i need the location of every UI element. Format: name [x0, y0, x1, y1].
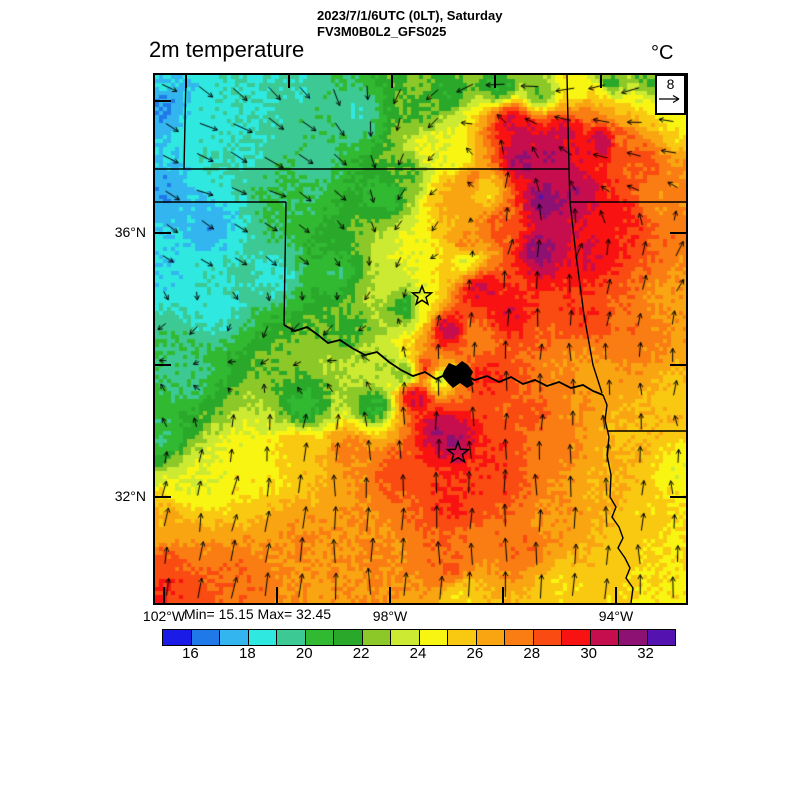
colorbar-segment — [533, 630, 562, 645]
colorbar-segment — [619, 630, 648, 645]
model-title: FV3M0B0L2_GFS025 — [317, 24, 447, 39]
colorbar-segment — [220, 630, 249, 645]
colorbar-segment — [163, 630, 192, 645]
colorbar-segment — [448, 630, 477, 645]
lat-axis-label: 36°N — [114, 224, 146, 240]
state-border-line — [283, 201, 287, 326]
state-border-line — [602, 394, 612, 498]
colorbar-segment — [277, 630, 306, 645]
reference-vector-box: 8 — [655, 74, 686, 115]
colorbar-segment — [305, 630, 334, 645]
map-overlay — [155, 75, 686, 603]
colorbar-segment — [505, 630, 534, 645]
lon-axis-label: 94°W — [598, 608, 634, 624]
colorbar-segment — [562, 630, 591, 645]
colorbar-segment — [476, 630, 505, 645]
colorbar-segment — [362, 630, 391, 645]
colorbar-segment — [590, 630, 619, 645]
state-border-line — [568, 168, 571, 203]
colorbar-segment — [391, 630, 420, 645]
min-max-stats: Min= 15.15 Max= 32.45 — [184, 606, 332, 622]
lat-axis-label: 32°N — [114, 488, 146, 504]
colorbar-tick-label: 20 — [295, 645, 313, 662]
lon-axis-label: 102°W — [142, 608, 186, 624]
colorbar-tick-label: 30 — [580, 645, 597, 662]
city-star-marker — [445, 439, 471, 464]
temperature-field-canvas — [155, 75, 686, 603]
plot-title: 2m temperature — [149, 37, 305, 62]
colorbar-tick-label: 22 — [352, 645, 370, 662]
state-border-line — [183, 75, 187, 170]
colorbar-tick-label: 26 — [466, 645, 484, 662]
colorbar-tick-label: 24 — [409, 645, 427, 662]
map-frame — [153, 73, 688, 605]
state-border-line — [566, 75, 570, 170]
colorbar-segment — [191, 630, 220, 645]
red-river-border — [283, 324, 604, 396]
reference-arrow-icon — [659, 94, 680, 104]
colorbar-segment — [248, 630, 277, 645]
colorbar-tick-label: 32 — [637, 645, 654, 662]
state-border-line — [569, 201, 603, 394]
colorbar-segment — [647, 630, 675, 645]
colorbar-tick-label: 28 — [523, 645, 541, 662]
city-star-marker — [410, 283, 434, 306]
date-title: 2023/7/1/6UTC (0LT), Saturday — [317, 8, 503, 23]
state-border-line — [609, 496, 634, 603]
colorbar-segment — [419, 630, 448, 645]
colorbar-tick-label: 16 — [182, 645, 199, 662]
colorbar-segment — [334, 630, 363, 645]
lake-texoma-shape — [442, 361, 474, 388]
colorbar-tick-label: 18 — [238, 645, 256, 662]
lon-axis-label: 98°W — [372, 608, 408, 624]
units-label: °C — [651, 42, 674, 64]
reference-vector-value: 8 — [666, 76, 675, 92]
colorbar — [162, 629, 676, 646]
